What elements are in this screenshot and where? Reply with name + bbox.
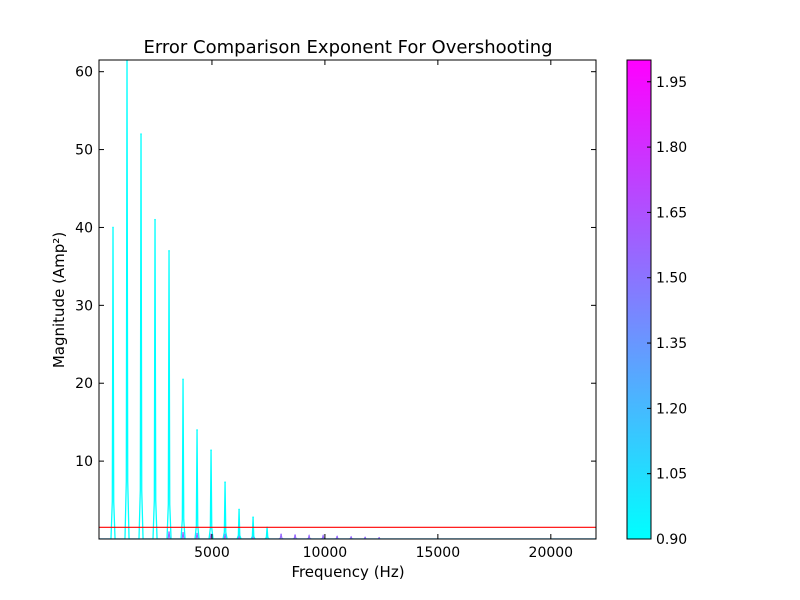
y-tick-label: 30 xyxy=(75,298,93,314)
minor-peak-point xyxy=(378,537,380,539)
minor-peak-point xyxy=(182,531,184,534)
colorbar-tick-label: 1.35 xyxy=(656,336,687,352)
series-line-main xyxy=(99,60,596,539)
minor-peak-point xyxy=(210,533,212,536)
main-peak-point xyxy=(210,449,212,452)
colorbar-ticks: 0.90 1.05 1.20 1.35 1.50 1.65 1.80 1.95 xyxy=(647,75,687,548)
minor-peak-point xyxy=(294,534,296,536)
minor-peak-point xyxy=(196,532,198,535)
colorbar-tick-label: 1.50 xyxy=(656,271,687,287)
minor-peak-point xyxy=(364,536,366,539)
series-line-minor xyxy=(99,531,596,539)
tick-layer: 5000 10000 15000 20000 10 20 30 40 50 60 xyxy=(75,60,596,561)
minor-peak-point xyxy=(280,533,282,536)
minor-peak-point xyxy=(336,535,338,538)
colorbar-tick-label: 1.05 xyxy=(656,467,687,483)
colorbar-tick-label: 1.20 xyxy=(656,401,687,417)
main-peak-point xyxy=(182,378,184,381)
minor-peak-point xyxy=(168,531,170,533)
main-peak-point xyxy=(196,429,198,431)
x-tick-label: 15000 xyxy=(416,545,461,561)
colorbar-tick-label: 1.95 xyxy=(656,75,687,91)
colorbar xyxy=(626,59,652,540)
minor-peak-point xyxy=(308,535,310,537)
colorbar-tick-label: 1.65 xyxy=(656,205,687,221)
y-axis-label: Magnitude (Amp²) xyxy=(50,232,68,368)
y-tick-label: 10 xyxy=(75,454,93,470)
main-peak-point xyxy=(252,516,254,518)
x-tick-label: 20000 xyxy=(529,545,574,561)
main-peak-point xyxy=(140,133,142,135)
series-layer xyxy=(99,60,596,539)
colorbar-tick-label: 0.90 xyxy=(656,532,687,548)
colorbar-tick-label: 1.80 xyxy=(656,140,687,156)
chart-title: Error Comparison Exponent For Overshooti… xyxy=(143,37,552,58)
main-peak-point xyxy=(154,218,156,221)
main-peak-point xyxy=(238,508,240,511)
main-peak-point xyxy=(224,481,226,483)
main-peak-point xyxy=(112,226,114,229)
y-tick-label: 60 xyxy=(75,65,93,81)
y-tick-label: 40 xyxy=(75,220,93,236)
minor-peak-point xyxy=(322,535,324,537)
main-peak-point xyxy=(168,250,170,252)
x-tick-label: 10000 xyxy=(303,545,348,561)
x-axis-label: Frequency (Hz) xyxy=(291,563,404,581)
x-tick-label: 5000 xyxy=(194,545,230,561)
minor-peak-point xyxy=(350,536,352,538)
y-tick-label: 20 xyxy=(75,376,93,392)
y-tick-label: 50 xyxy=(75,143,93,159)
plot-frame xyxy=(98,59,597,540)
